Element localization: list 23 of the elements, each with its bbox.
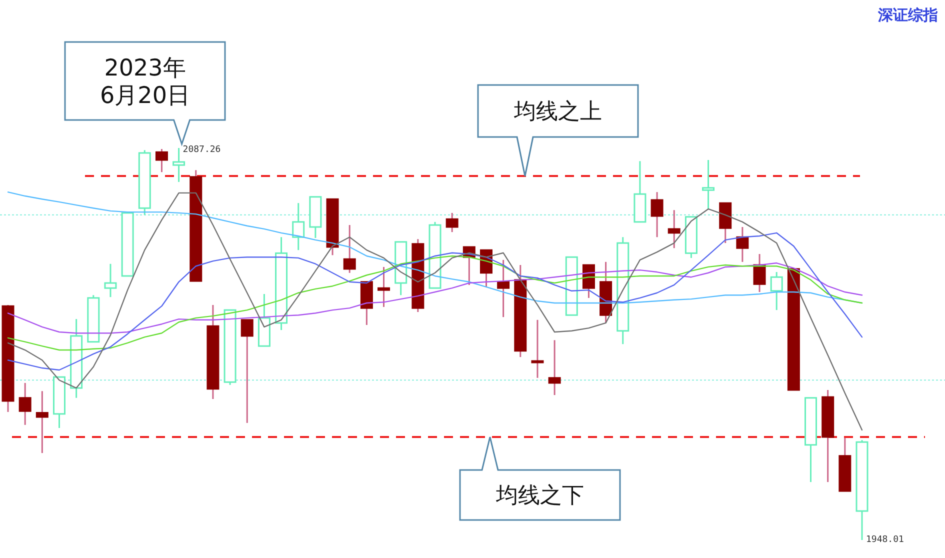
annotation: 1948.01 [866,535,904,545]
candlestick [18,382,32,426]
candlestick [822,389,834,483]
candlestick [70,318,83,399]
candlestick [104,263,117,298]
candlestick [36,390,48,454]
candlestick [497,259,510,318]
text: 2023年 6月20日 [100,55,190,109]
candlestick [616,236,630,345]
annotation: 2087.26 [182,145,221,155]
candlestick [292,202,305,251]
candlestick [736,226,749,263]
ref-line-label: 均线之上 [513,100,602,125]
candlestick [531,319,544,379]
ref-line-label: 均线之下 [495,484,584,509]
candlestick [548,339,561,396]
text: 深证综指 [877,6,938,24]
candlestick [668,209,680,249]
candlestick [275,236,288,331]
candlestick [206,304,220,400]
candlestick [702,159,715,210]
candlestick [378,266,390,308]
candlestick [770,271,783,311]
